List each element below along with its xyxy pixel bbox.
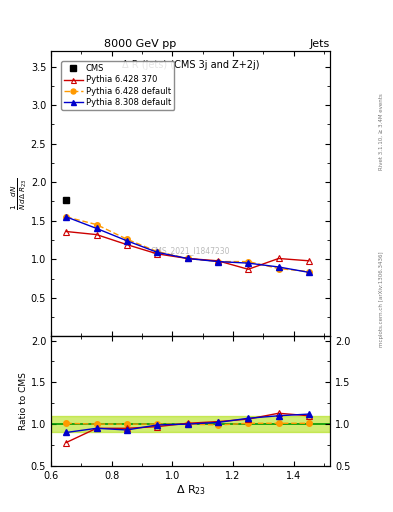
Pythia 6.428 default: [307, 268, 311, 274]
Pythia 6.428 370: [185, 255, 190, 262]
Pythia 6.428 default: [276, 265, 281, 271]
Y-axis label: Ratio to CMS: Ratio to CMS: [19, 372, 28, 430]
Pythia 6.428 default: [185, 255, 190, 262]
Text: 8000 GeV pp: 8000 GeV pp: [104, 38, 176, 49]
Pythia 6.428 default: [246, 259, 251, 265]
Pythia 8.308 default: [155, 249, 160, 255]
Pythia 6.428 default: [94, 222, 99, 228]
Text: mcplots.cern.ch [arXiv:1306.3436]: mcplots.cern.ch [arXiv:1306.3436]: [379, 251, 384, 347]
Pythia 6.428 370: [215, 258, 220, 264]
Pythia 6.428 default: [215, 259, 220, 265]
Pythia 8.308 default: [215, 259, 220, 265]
Text: Δ R (jets) (CMS 3j and Z+2j): Δ R (jets) (CMS 3j and Z+2j): [122, 60, 259, 70]
Pythia 6.428 370: [155, 251, 160, 257]
Pythia 8.308 default: [276, 264, 281, 270]
Pythia 6.428 370: [94, 231, 99, 238]
Pythia 6.428 default: [125, 236, 129, 242]
Text: Rivet 3.1.10, ≥ 3.4M events: Rivet 3.1.10, ≥ 3.4M events: [379, 94, 384, 170]
Pythia 8.308 default: [185, 255, 190, 262]
Pythia 6.428 default: [64, 214, 69, 220]
Line: Pythia 6.428 370: Pythia 6.428 370: [64, 229, 312, 272]
Line: Pythia 8.308 default: Pythia 8.308 default: [64, 214, 312, 275]
Pythia 8.308 default: [307, 269, 311, 275]
X-axis label: Δ R$_{23}$: Δ R$_{23}$: [176, 483, 206, 497]
Pythia 6.428 default: [155, 248, 160, 254]
Pythia 8.308 default: [125, 238, 129, 244]
Pythia 6.428 370: [246, 266, 251, 272]
Pythia 6.428 370: [307, 258, 311, 264]
Line: Pythia 6.428 default: Pythia 6.428 default: [64, 214, 312, 274]
Text: CMS_2021_I1847230: CMS_2021_I1847230: [151, 246, 230, 255]
Text: Jets: Jets: [310, 38, 330, 49]
Pythia 8.308 default: [64, 214, 69, 220]
Pythia 6.428 370: [125, 242, 129, 248]
Bar: [51, 416, 330, 433]
Y-axis label: $\frac{1}{N}\frac{dN}{d\Delta\ R_{23}}$: $\frac{1}{N}\frac{dN}{d\Delta\ R_{23}}$: [9, 178, 29, 210]
Pythia 6.428 370: [64, 228, 69, 234]
Pythia 6.428 370: [276, 255, 281, 262]
Legend: CMS, Pythia 6.428 370, Pythia 6.428 default, Pythia 8.308 default: CMS, Pythia 6.428 370, Pythia 6.428 defa…: [61, 61, 174, 110]
Pythia 8.308 default: [246, 260, 251, 266]
Pythia 8.308 default: [94, 225, 99, 231]
